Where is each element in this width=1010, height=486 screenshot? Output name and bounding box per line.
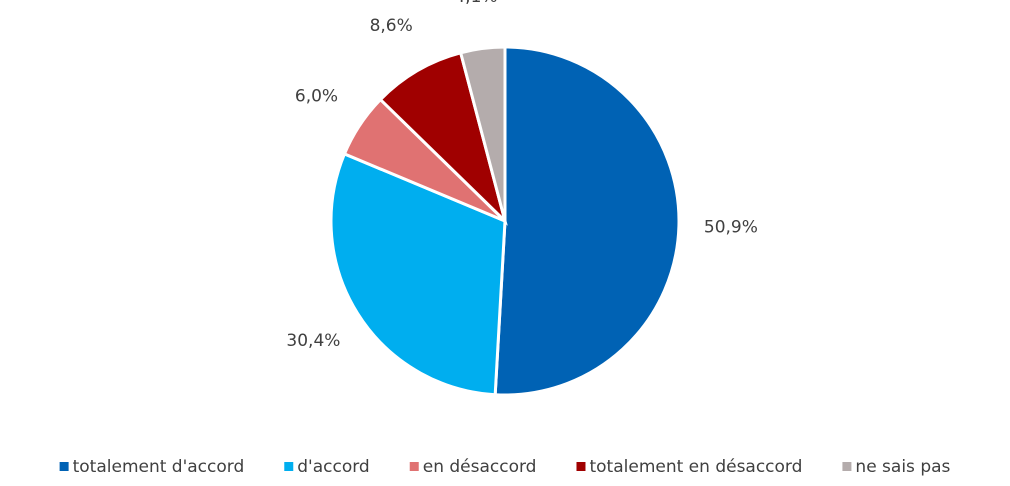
data-label: 6,0% — [295, 86, 338, 106]
pie-slice — [329, 151, 507, 397]
pie-slice — [493, 45, 681, 397]
legend-label: d'accord — [297, 457, 369, 477]
legend-swatch — [59, 462, 69, 471]
legend-swatch — [576, 462, 586, 471]
data-label: 4,1% — [454, 0, 497, 7]
pie-slice — [458, 45, 507, 222]
legend-swatch — [284, 462, 294, 471]
legend-label: totalement d'accord — [73, 457, 245, 477]
legend-label: totalement en désaccord — [589, 457, 802, 477]
legend-swatch — [409, 462, 419, 471]
legend-label: ne sais pas — [855, 457, 950, 477]
data-label: 50,9% — [704, 217, 758, 237]
pie-slice — [378, 50, 508, 226]
data-label: 8,6% — [370, 16, 413, 36]
legend-swatch — [842, 462, 852, 471]
data-label: 30,4% — [286, 331, 340, 351]
legend-label: en désaccord — [423, 457, 537, 477]
